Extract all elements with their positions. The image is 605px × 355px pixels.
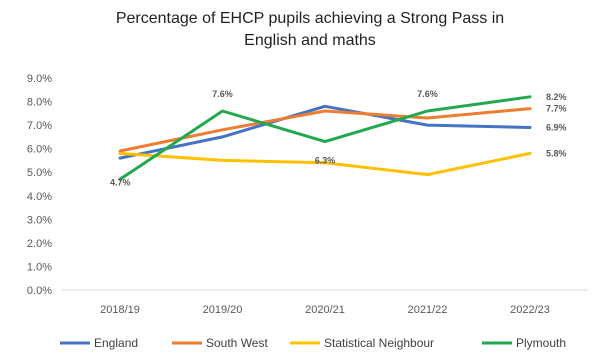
x-tick-label: 2018/19 xyxy=(100,304,140,316)
data-label: 5.8% xyxy=(546,148,567,158)
chart-title: Percentage of EHCP pupils achieving a St… xyxy=(60,8,560,52)
chart-title-line-2: English and maths xyxy=(244,32,376,49)
y-tick-label: 4.0% xyxy=(27,191,52,203)
series-line-plymouth xyxy=(118,95,532,181)
legend-label: Plymouth xyxy=(516,336,566,350)
legend-label: England xyxy=(94,336,138,350)
y-tick-label: 8.0% xyxy=(27,97,52,109)
data-label: 6.9% xyxy=(546,122,567,132)
series-line-south-west xyxy=(118,107,532,153)
data-label: 6.3% xyxy=(315,156,336,166)
legend-label: South West xyxy=(206,336,268,350)
y-tick-label: 6.0% xyxy=(27,144,52,156)
chart-title-line-1: Percentage of EHCP pupils achieving a St… xyxy=(115,10,505,27)
y-tick-label: 3.0% xyxy=(27,214,52,226)
y-tick-label: 1.0% xyxy=(27,261,52,273)
y-tick-label: 5.0% xyxy=(27,167,52,179)
series-line-statistical-neighbour xyxy=(118,151,532,177)
y-tick-label: 0.0% xyxy=(27,285,52,297)
x-tick-label: 2019/20 xyxy=(203,304,243,316)
x-tick-label: 2020/21 xyxy=(305,304,345,316)
x-tick-label: 2021/22 xyxy=(408,304,448,316)
series-line-england xyxy=(118,104,532,160)
data-label: 7.6% xyxy=(212,89,233,99)
y-tick-label: 7.0% xyxy=(27,120,52,132)
x-tick-label: 2022/23 xyxy=(510,304,550,316)
data-label: 8.2% xyxy=(546,92,567,102)
y-tick-label: 9.0% xyxy=(27,73,52,85)
data-label: 4.7% xyxy=(110,177,131,187)
legend-label: Statistical Neighbour xyxy=(324,336,434,350)
data-label: 7.7% xyxy=(546,104,567,114)
y-tick-label: 2.0% xyxy=(27,238,52,250)
data-label: 7.6% xyxy=(417,89,438,99)
